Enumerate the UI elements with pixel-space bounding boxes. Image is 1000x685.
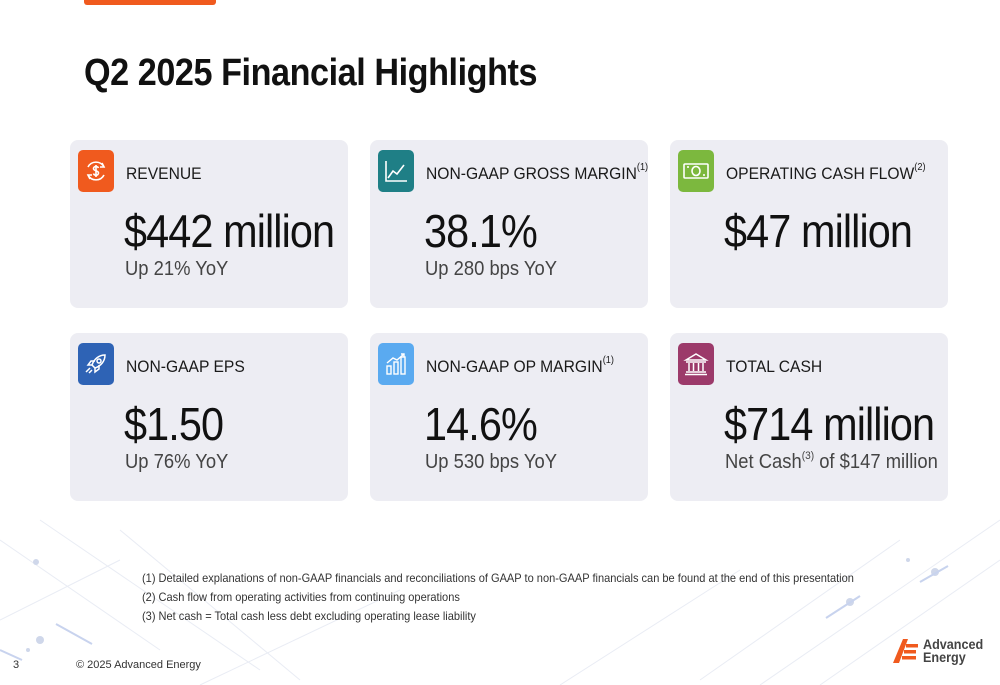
advanced-energy-logo-icon — [893, 639, 918, 663]
logo-line-2: Energy — [923, 649, 966, 665]
total-cash-card: TOTAL CASH $714 million Net Cash(3) of $… — [670, 333, 948, 501]
revenue-value: $442 million — [124, 205, 335, 257]
company-logo: Advanced Energy — [891, 636, 990, 665]
page-number: 3 — [13, 659, 20, 671]
operating-cash-flow-card: OPERATING CASH FLOW(2) $47 million — [670, 140, 948, 308]
rocket-icon — [78, 343, 114, 385]
eps-label: NON-GAAP EPS — [126, 357, 245, 376]
top-accent-bar — [84, 0, 216, 5]
banknote-icon — [678, 150, 714, 192]
page-title: Q2 2025 Financial Highlights — [84, 52, 538, 94]
footnote-1: (1) Detailed explanations of non-GAAP fi… — [142, 571, 854, 585]
logo-line-1: Advanced — [923, 636, 984, 652]
footnote-2: (2) Cash flow from operating activities … — [142, 590, 460, 604]
total-cash-label: TOTAL CASH — [726, 357, 823, 376]
op-margin-card: NON-GAAP OP MARGIN(1) 14.6% Up 530 bps Y… — [370, 333, 648, 501]
eps-value: $1.50 — [124, 398, 224, 450]
eps-card: NON-GAAP EPS $1.50 Up 76% YoY — [70, 333, 348, 501]
revenue-change: Up 21% YoY — [125, 258, 229, 280]
gross-margin-label: NON-GAAP GROSS MARGIN(1) — [426, 162, 649, 183]
bar-chart-growth-icon — [378, 343, 414, 385]
op-margin-value: 14.6% — [424, 398, 538, 450]
footnote-3: (3) Net cash = Total cash less debt excl… — [142, 609, 476, 623]
footnotes: (1) Detailed explanations of non-GAAP fi… — [142, 569, 916, 626]
eps-change: Up 76% YoY — [125, 451, 229, 473]
revenue-card: REVENUE $442 million Up 21% YoY — [70, 140, 348, 308]
copyright: © 2025 Advanced Energy — [76, 659, 201, 671]
total-cash-value: $714 million — [724, 398, 935, 450]
gross-margin-value: 38.1% — [424, 205, 538, 257]
op-margin-label: NON-GAAP OP MARGIN(1) — [426, 355, 614, 376]
gross-margin-card: NON-GAAP GROSS MARGIN(1) 38.1% Up 280 bp… — [370, 140, 648, 308]
gross-margin-change: Up 280 bps YoY — [425, 258, 557, 280]
line-chart-icon — [378, 150, 414, 192]
revenue-label: REVENUE — [126, 164, 202, 183]
bank-building-icon — [678, 343, 714, 385]
dollar-cycle-icon — [78, 150, 114, 192]
net-cash-note: Net Cash(3) of $147 million — [725, 450, 938, 473]
operating-cash-flow-value: $47 million — [724, 205, 913, 257]
op-margin-change: Up 530 bps YoY — [425, 451, 557, 473]
operating-cash-flow-label: OPERATING CASH FLOW(2) — [726, 162, 926, 183]
